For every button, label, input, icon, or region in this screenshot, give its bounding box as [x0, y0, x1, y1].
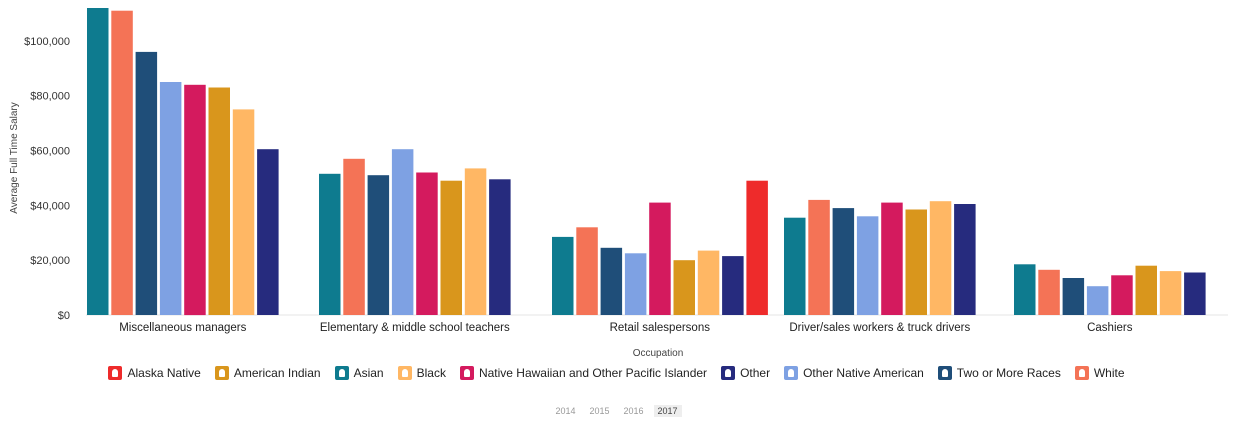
category-labels: Miscellaneous managers Elementary & middl… — [119, 322, 1133, 334]
bar[interactable] — [135, 51, 158, 316]
bar[interactable] — [808, 199, 830, 315]
legend-swatch-icon — [784, 366, 799, 380]
category-label: Driver/sales workers & truck drivers — [789, 322, 970, 334]
bar[interactable] — [746, 180, 768, 315]
bar[interactable] — [440, 180, 463, 315]
legend-swatch-icon — [108, 366, 123, 380]
bar[interactable] — [697, 250, 720, 315]
x-axis-title: Occupation — [633, 348, 684, 359]
legend-item[interactable]: American Indian — [214, 366, 321, 380]
year-option[interactable]: 2015 — [589, 406, 610, 416]
legend-swatch-icon — [459, 366, 474, 380]
bar[interactable] — [881, 202, 903, 315]
bar[interactable] — [1135, 265, 1158, 315]
legend-item[interactable]: Native Hawaiian and Other Pacific Island… — [459, 366, 708, 380]
bar[interactable] — [1014, 264, 1036, 315]
legend-swatch-icon — [721, 366, 736, 380]
legend-item[interactable]: Black — [397, 366, 446, 380]
legend-swatch-icon — [214, 366, 229, 380]
y-tick-label: $60,000 — [30, 146, 70, 158]
bar[interactable] — [600, 247, 623, 315]
bar[interactable] — [489, 179, 511, 315]
bar[interactable] — [391, 149, 414, 315]
legend-swatch-icon — [334, 366, 349, 380]
legend-label: Native Hawaiian and Other Pacific Island… — [478, 366, 708, 380]
bar[interactable] — [343, 158, 365, 315]
bar[interactable] — [208, 87, 231, 316]
category-label: Cashiers — [1087, 322, 1133, 334]
bar[interactable] — [673, 260, 696, 315]
bar[interactable] — [87, 8, 109, 315]
bar[interactable] — [624, 253, 647, 315]
year-option[interactable]: 2014 — [555, 406, 576, 416]
legend-item[interactable]: White — [1074, 366, 1125, 380]
legend-label: White — [1093, 366, 1125, 380]
bar[interactable] — [954, 204, 976, 315]
bar[interactable] — [552, 236, 574, 315]
bar[interactable] — [784, 217, 806, 315]
legend-label: Two or More Races — [956, 366, 1061, 380]
legend-label: American Indian — [233, 366, 321, 380]
bar[interactable] — [416, 172, 438, 316]
category-label: Miscellaneous managers — [119, 322, 246, 334]
bar[interactable] — [1086, 286, 1109, 315]
year-option[interactable]: 2016 — [623, 406, 644, 416]
bar[interactable] — [232, 109, 255, 316]
bar[interactable] — [257, 149, 279, 315]
bar[interactable] — [1159, 271, 1182, 315]
y-tick-label: $0 — [58, 310, 70, 322]
year-selector: 2014 2015 2016 2017 — [0, 405, 1233, 417]
category-label: Retail salespersons — [610, 322, 711, 334]
bar[interactable] — [367, 175, 390, 315]
bars-group — [87, 8, 1206, 316]
bar[interactable] — [184, 84, 206, 316]
legend-swatch-icon — [397, 366, 412, 380]
legend-swatch-icon — [1074, 366, 1089, 380]
bar[interactable] — [722, 256, 744, 315]
legend-item[interactable]: Alaska Native — [108, 366, 201, 380]
legend: Alaska Native American Indian Asian Black Na… — [0, 366, 1233, 380]
y-tick-label: $20,000 — [30, 255, 70, 267]
legend-label: Alaska Native — [127, 366, 201, 380]
y-axis: $0 $20,000 $40,000 $60,000 $80,000 $100,000 — [24, 36, 70, 322]
bar[interactable] — [576, 227, 598, 315]
bar[interactable] — [1038, 269, 1060, 315]
legend-swatch-icon — [937, 366, 952, 380]
legend-item[interactable]: Asian — [334, 366, 384, 380]
bar[interactable] — [856, 216, 879, 315]
legend-label: Asian — [353, 366, 384, 380]
bar[interactable] — [319, 173, 341, 315]
year-option[interactable]: 2017 — [653, 405, 682, 417]
legend-item[interactable]: Other — [721, 366, 770, 380]
bar[interactable] — [159, 82, 182, 315]
bar[interactable] — [111, 10, 133, 315]
bar[interactable] — [464, 168, 487, 315]
bar[interactable] — [1062, 278, 1085, 315]
legend-label: Black — [416, 366, 446, 380]
y-tick-label: $100,000 — [24, 36, 70, 48]
legend-item[interactable]: Other Native American — [784, 366, 924, 380]
legend-label: Other Native American — [803, 366, 924, 380]
bar[interactable] — [929, 201, 952, 315]
y-axis-title: Average Full Time Salary — [9, 102, 20, 214]
salary-bar-chart: $0 $20,000 $40,000 $60,000 $80,000 $100,000 A… — [9, 8, 1228, 359]
legend-item[interactable]: Two or More Races — [937, 366, 1061, 380]
category-label: Elementary & middle school teachers — [320, 322, 510, 334]
bar[interactable] — [1111, 275, 1133, 315]
bar[interactable] — [649, 202, 671, 315]
y-tick-label: $40,000 — [30, 200, 70, 212]
bar[interactable] — [905, 209, 928, 316]
legend-label: Other — [740, 366, 771, 380]
bar[interactable] — [1184, 272, 1206, 316]
bar[interactable] — [832, 208, 855, 315]
y-tick-label: $80,000 — [30, 91, 70, 103]
